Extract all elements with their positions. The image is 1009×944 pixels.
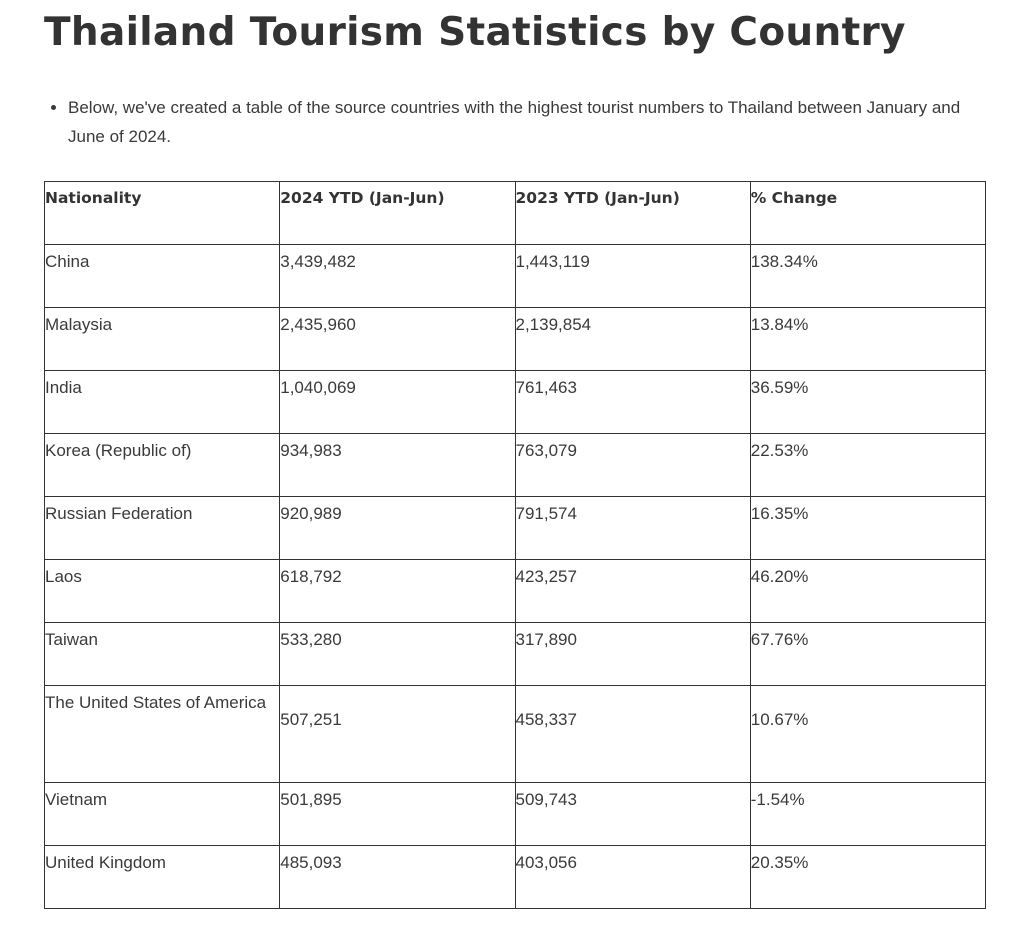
header-2023-ytd: 2023 YTD (Jan-Jun) <box>514 181 751 245</box>
cell-percent-change: 20.35% <box>749 845 987 909</box>
cell-percent-change: 138.34% <box>749 244 987 308</box>
table-row: Taiwan 533,280 317,890 67.76% <box>43 622 987 686</box>
cell-nationality: Korea (Republic of) <box>43 433 281 497</box>
cell-2023-ytd: 761,463 <box>514 370 751 434</box>
cell-2023-ytd: 1,443,119 <box>514 244 751 308</box>
cell-2024-ytd: 485,093 <box>279 845 516 909</box>
cell-2024-ytd: 1,040,069 <box>279 370 516 434</box>
cell-2024-ytd: 501,895 <box>279 782 516 846</box>
table-header-row: Nationality 2024 YTD (Jan-Jun) 2023 YTD … <box>43 181 987 245</box>
cell-2023-ytd: 317,890 <box>514 622 751 686</box>
cell-percent-change: -1.54% <box>749 782 987 846</box>
cell-2023-ytd: 791,574 <box>514 496 751 560</box>
cell-nationality: The United States of America <box>43 685 281 783</box>
cell-nationality: Russian Federation <box>43 496 281 560</box>
table-row: India 1,040,069 761,463 36.59% <box>43 370 987 434</box>
cell-2024-ytd: 2,435,960 <box>279 307 516 371</box>
cell-nationality: India <box>43 370 281 434</box>
cell-percent-change: 22.53% <box>749 433 987 497</box>
cell-percent-change: 67.76% <box>749 622 987 686</box>
cell-2023-ytd: 403,056 <box>514 845 751 909</box>
table-row: Russian Federation 920,989 791,574 16.35… <box>43 496 987 560</box>
cell-nationality: United Kingdom <box>43 845 281 909</box>
cell-nationality: Malaysia <box>43 307 281 371</box>
header-2024-ytd: 2024 YTD (Jan-Jun) <box>279 181 516 245</box>
cell-2024-ytd: 934,983 <box>279 433 516 497</box>
cell-percent-change: 36.59% <box>749 370 987 434</box>
cell-nationality: Laos <box>43 559 281 623</box>
table-row: Malaysia 2,435,960 2,139,854 13.84% <box>43 307 987 371</box>
cell-2023-ytd: 458,337 <box>514 685 751 783</box>
cell-nationality: China <box>43 244 281 308</box>
table-row: China 3,439,482 1,443,119 138.34% <box>43 244 987 308</box>
cell-percent-change: 16.35% <box>749 496 987 560</box>
table-row: The United States of America 507,251 458… <box>43 685 987 783</box>
cell-2023-ytd: 423,257 <box>514 559 751 623</box>
cell-2024-ytd: 3,439,482 <box>279 244 516 308</box>
cell-2023-ytd: 509,743 <box>514 782 751 846</box>
cell-percent-change: 46.20% <box>749 559 987 623</box>
cell-2023-ytd: 2,139,854 <box>514 307 751 371</box>
cell-2024-ytd: 533,280 <box>279 622 516 686</box>
header-nationality: Nationality <box>43 181 281 245</box>
cell-percent-change: 13.84% <box>749 307 987 371</box>
cell-2023-ytd: 763,079 <box>514 433 751 497</box>
cell-nationality: Vietnam <box>43 782 281 846</box>
table-row: Korea (Republic of) 934,983 763,079 22.5… <box>43 433 987 497</box>
page-title: Thailand Tourism Statistics by Country <box>44 10 906 55</box>
cell-nationality: Taiwan <box>43 622 281 686</box>
cell-2024-ytd: 507,251 <box>279 685 516 783</box>
table-row: Laos 618,792 423,257 46.20% <box>43 559 987 623</box>
cell-2024-ytd: 618,792 <box>279 559 516 623</box>
intro-list: Below, we've created a table of the sour… <box>44 93 964 151</box>
table-row: United Kingdom 485,093 403,056 20.35% <box>43 845 987 909</box>
intro-text: Below, we've created a table of the sour… <box>68 93 964 151</box>
cell-percent-change: 10.67% <box>749 685 987 783</box>
table-row: Vietnam 501,895 509,743 -1.54% <box>43 782 987 846</box>
cell-2024-ytd: 920,989 <box>279 496 516 560</box>
tourism-stats-table: Nationality 2024 YTD (Jan-Jun) 2023 YTD … <box>43 181 987 909</box>
header-percent-change: % Change <box>749 181 987 245</box>
